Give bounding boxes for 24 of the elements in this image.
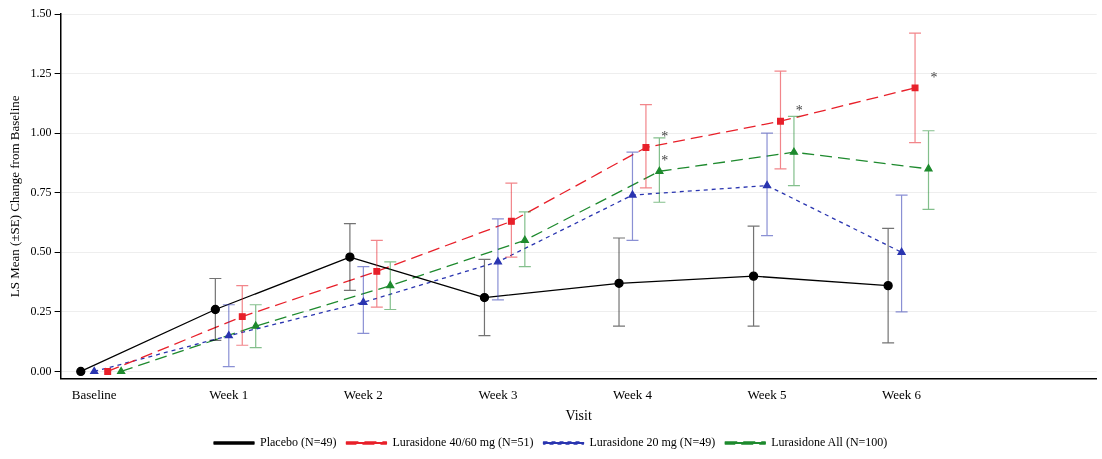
annotation: * (930, 69, 938, 85)
x-tick-label: Week 3 (478, 386, 518, 402)
y-tick-label: 0.75 (30, 184, 52, 199)
y-tick-label: 0.50 (30, 244, 52, 259)
y-axis-title: LS Mean (±SE) Change from Baseline (7, 95, 23, 298)
legend-label: Lurasidone 40/60 mg (N=51) (392, 435, 534, 450)
annotation: * (661, 129, 669, 145)
y-tick-label: 1.25 (30, 65, 52, 80)
legend-label: Lurasidone 20 mg (N=49) (589, 435, 716, 450)
legend-label: Placebo (N=49) (260, 435, 337, 450)
y-tick-label: 0.25 (30, 304, 52, 319)
x-tick-label: Week 2 (343, 386, 383, 402)
y-tick-label: 1.50 (30, 6, 52, 21)
x-tick-label: Baseline (71, 386, 117, 402)
y-tick-label: 0.00 (30, 363, 52, 378)
y-tick-label: 1.00 (30, 125, 52, 140)
x-tick-label: Week 6 (882, 386, 922, 402)
annotation: * (795, 102, 803, 118)
legend-label: Lurasidone All (N=100) (771, 435, 888, 450)
x-tick-label: Week 5 (747, 386, 787, 402)
x-axis-title: Visit (565, 408, 592, 424)
x-tick-label: Week 1 (209, 386, 249, 402)
x-tick-label: Week 4 (612, 386, 653, 402)
annotation: * (661, 152, 669, 168)
